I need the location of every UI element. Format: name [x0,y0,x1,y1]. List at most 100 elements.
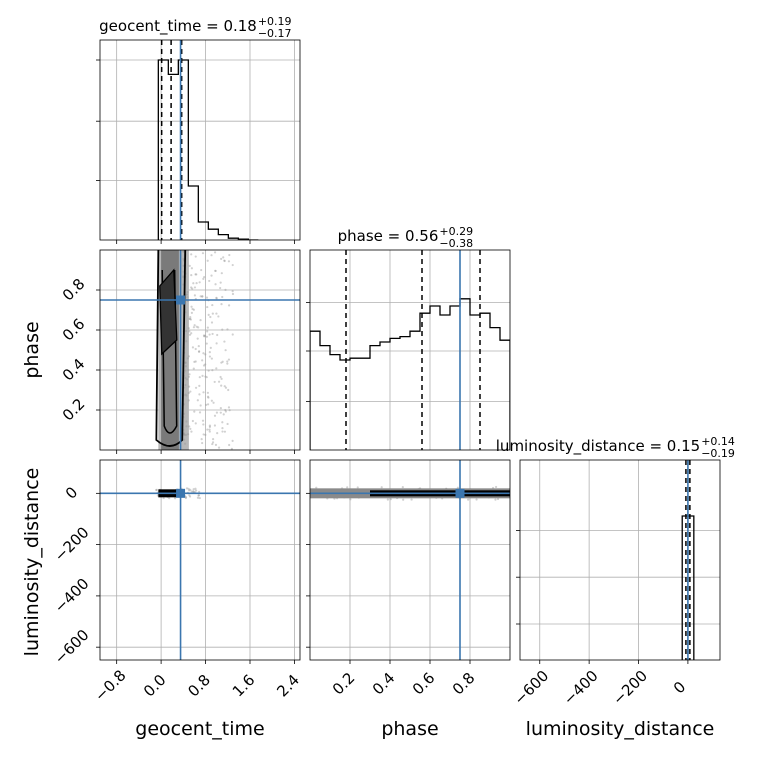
injection-marker [176,488,186,498]
sample-point [190,253,193,256]
sample-point [208,279,211,283]
x-tick-label: 0.2 [329,669,359,699]
sample-point [201,441,204,445]
sample-point [184,369,187,372]
y-tick-label: −200 [51,523,93,565]
sample-point [402,498,405,501]
sample-point [206,326,209,329]
sample-point [185,425,188,428]
sample-point [191,346,195,349]
sample-point [221,328,224,331]
sample-point [224,410,227,413]
sample-point [231,439,234,442]
sample-point [155,488,158,492]
sample-point [205,376,208,379]
title-lower-error: −0.19 [701,447,735,460]
sample-point [189,318,193,321]
sample-point [494,485,498,489]
sample-point [227,388,230,392]
sample-point [223,340,226,343]
sample-point [215,342,218,345]
contour-core [159,268,178,356]
sample-point [210,321,214,324]
sample-point [211,312,214,315]
sample-point [198,496,201,500]
sample-point [192,490,195,493]
sample-point [213,251,217,254]
sample-point [197,345,200,348]
panel-geocent_time-phase: 0.2 0.4 0.6 0.8 [59,249,301,454]
title-upper-error: +0.19 [258,15,292,28]
sample-point [220,384,223,387]
y-axis-label-phase: phase [21,321,43,378]
sample-point [201,252,205,255]
sample-point [198,281,201,284]
sample-point [196,496,200,499]
sample-point [183,434,186,437]
sample-point [182,250,185,253]
sample-point [204,403,208,406]
x-tick-label: 2.4 [273,671,303,701]
x-axis-label-phase: phase [381,718,438,740]
sample-point [194,489,198,492]
sample-point [496,497,500,501]
sample-point [220,377,223,380]
sample-point [227,406,231,409]
x-tick-label: 0 [670,678,689,697]
sample-point [202,433,205,436]
sample-point [194,360,197,363]
sample-point [192,326,196,329]
y-tick-label: 0.2 [59,395,89,425]
sample-point [195,325,198,328]
sample-point [205,335,209,338]
sample-point [188,373,191,376]
sample-point [208,430,211,433]
sample-point [202,277,205,280]
sample-point [200,438,203,441]
sample-point [211,369,214,372]
sample-point [227,304,231,307]
sample-point [198,384,201,387]
x-tick-label: 0.4 [369,669,399,699]
x-tick-label: 0.0 [140,671,170,701]
sample-point [185,420,188,423]
sample-point [189,427,192,430]
sample-point [221,430,224,433]
sample-point [207,313,210,316]
sample-point [187,487,190,490]
y-tick-label: 0.4 [59,355,89,385]
sample-point [199,319,202,322]
sample-point [190,305,193,308]
y-axis-label-luminosity_distance: luminosity_distance [21,468,43,657]
sample-point [202,334,206,337]
sample-point [356,486,359,489]
x-tick-label: 0.8 [449,669,479,699]
y-tick-label: −400 [51,575,93,617]
sample-point [219,407,222,410]
sample-point [193,324,196,327]
sample-point [198,376,201,379]
sample-point [185,293,188,296]
title-phase: phase = 0.56 [338,227,439,245]
sample-point [224,349,227,352]
title-upper-error: +0.14 [701,435,735,448]
sample-point [173,497,177,500]
sample-point [222,413,225,416]
hist-panel-phase: phase = 0.56 +0.29−0.38 [306,225,511,451]
sample-point [197,326,200,329]
sample-point [213,380,216,384]
sample-point [197,494,201,497]
sample-point [184,442,187,445]
sample-point [182,250,185,253]
sample-point [204,375,207,378]
sample-point [220,303,223,306]
sample-point [201,419,205,422]
sample-point [188,317,192,320]
x-axis-label-luminosity_distance: luminosity_distance [526,718,715,740]
sample-point [194,273,197,276]
sample-point [196,337,199,340]
sample-point [184,393,187,396]
sample-point [211,438,215,441]
panel-border [99,459,301,661]
sample-point [220,272,223,275]
